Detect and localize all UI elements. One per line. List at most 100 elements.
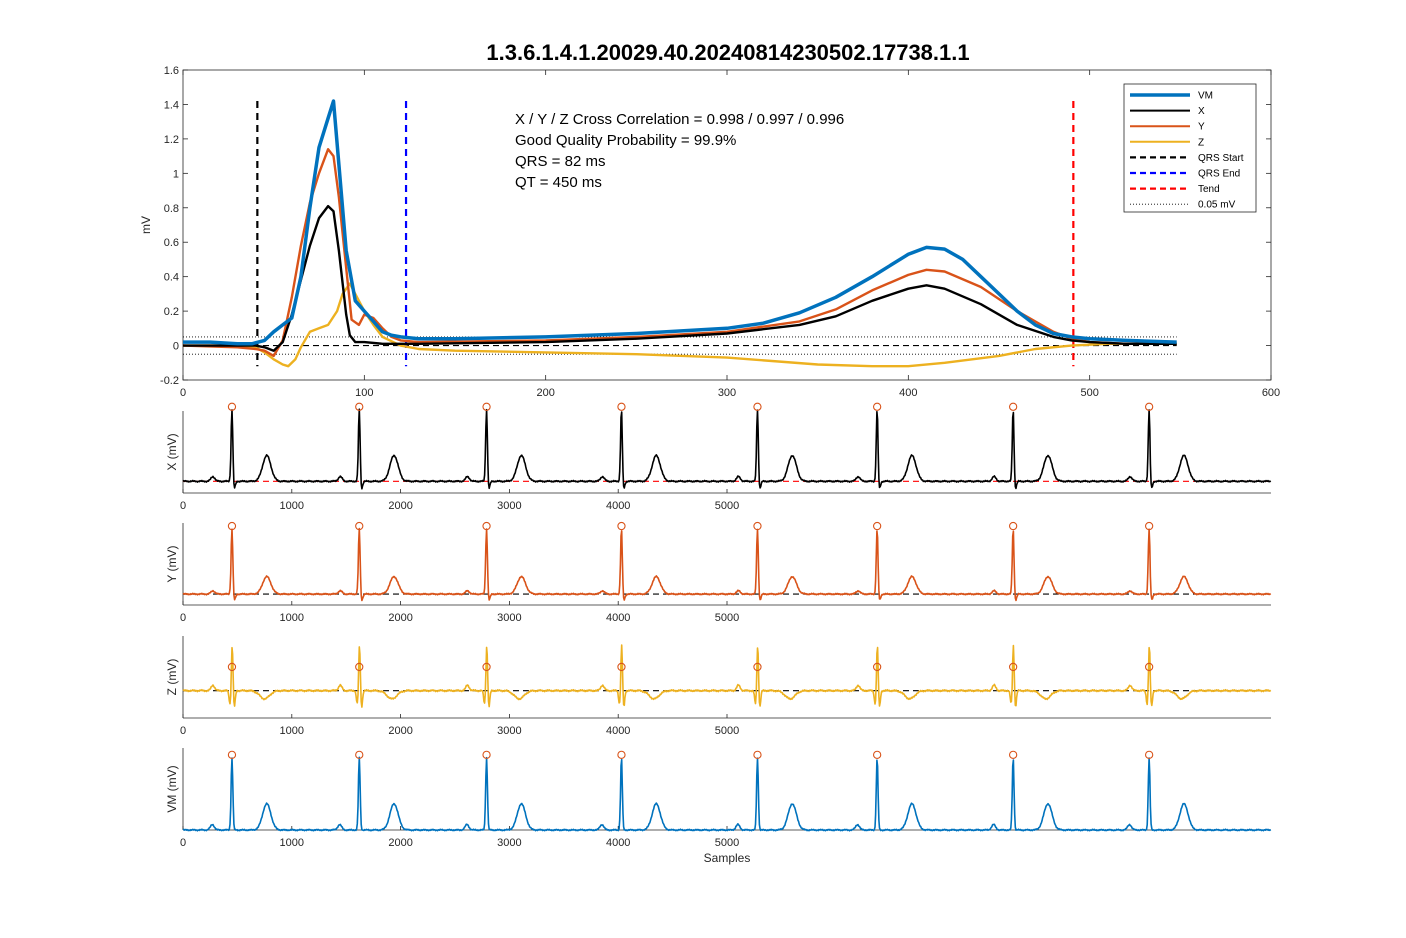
main-plot: 0 100 200 300 400 500 600-0.200.20.40.60.811.2…: [139, 65, 1280, 399]
legend-label: Z: [1198, 137, 1204, 148]
annotation-qt: QT = 450 ms: [515, 174, 602, 191]
strip-x-tick-label: 1000: [280, 612, 304, 624]
strip-peak-marker: [1008, 521, 1018, 531]
strip-x-tick-label: 4000: [606, 500, 630, 512]
strip-peak-marker: [482, 662, 491, 672]
strip-plot-x: 0 1000 2000 3000 4000 5000 X (mV): [165, 402, 1272, 512]
strip-peak-marker: [227, 402, 237, 411]
strip-x-tick-label: 2000: [388, 612, 412, 624]
strip-x-tick-label: 2000: [388, 725, 412, 737]
strip-peak-marker: [872, 662, 882, 672]
strip-x-tick-label: 0: [180, 500, 186, 512]
strip-x-tick-label: 0: [180, 725, 186, 737]
strip-x-tick-label: 1000: [280, 837, 304, 849]
x-tick-label: 500: [1080, 387, 1098, 399]
x-tick-label: 200: [536, 387, 554, 399]
strip-waveform-z: [182, 644, 1272, 708]
strip-peak-marker: [482, 521, 491, 531]
strip-peak-marker: [1144, 521, 1154, 531]
strip-peak-marker: [753, 662, 762, 672]
y-tick-label: -0.2: [160, 375, 179, 387]
x-tick-label: 300: [718, 387, 736, 399]
strip-peak-marker: [227, 750, 237, 759]
strip-peak-marker: [355, 402, 364, 411]
x-tick-label: 100: [355, 387, 373, 399]
strip-x-axis-label: Samples: [704, 851, 751, 865]
strip-peak-marker: [355, 662, 364, 672]
strip-peak-marker: [355, 750, 364, 759]
strip-peak-marker: [1144, 402, 1154, 411]
strip-x-tick-label: 3000: [497, 612, 521, 624]
strip-x-tick-label: 0: [180, 612, 186, 624]
strip-x-tick-label: 5000: [715, 612, 739, 624]
y-tick-label: 0: [173, 341, 179, 353]
strip-x-tick-label: 3000: [497, 725, 521, 737]
y-tick-label: 1.2: [164, 134, 179, 146]
strip-x-tick-label: 5000: [715, 500, 739, 512]
strip-x-tick-label: 5000: [715, 725, 739, 737]
legend-label: VM: [1198, 91, 1213, 102]
y-tick-label: 1: [173, 168, 179, 180]
strip-x-tick-label: 1000: [280, 500, 304, 512]
strip-peak-marker: [482, 750, 491, 759]
strip-peak-marker: [753, 402, 762, 411]
strip-waveform-vm: [182, 756, 1272, 832]
legend-label: Tend: [1198, 184, 1220, 195]
strip-peak-marker: [1008, 402, 1018, 411]
series-line-z: [183, 282, 1177, 368]
legend-box: [1123, 83, 1257, 213]
strip-x-tick-label: 4000: [606, 612, 630, 624]
chart-title: 1.3.6.1.4.1.20029.40.20240814230502.1773…: [486, 40, 969, 65]
strip-peak-marker: [753, 750, 762, 759]
annotation-box: X / Y / Z Cross Correlation = 0.998 / 0.…: [515, 111, 844, 191]
strip-waveform-y: [182, 527, 1272, 602]
strip-x-tick-label: 2000: [388, 837, 412, 849]
strip-peak-marker: [617, 402, 626, 411]
strip-x-tick-label: 2000: [388, 500, 412, 512]
x-tick-label: 600: [1262, 387, 1280, 399]
y-tick-label: 0.6: [164, 237, 179, 249]
legend-label: Y: [1198, 122, 1205, 133]
strip-x-tick-label: 1000: [280, 725, 304, 737]
strip-peak-marker: [872, 402, 882, 411]
strip-peak-marker: [617, 750, 626, 759]
strip-peak-marker: [1008, 662, 1018, 672]
strip-x-tick-label: 5000: [715, 837, 739, 849]
strip-peak-marker: [1008, 750, 1018, 759]
strip-x-tick-label: 4000: [606, 725, 630, 737]
strip-y-axis-label: VM (mV): [165, 765, 179, 812]
strip-peak-marker: [617, 521, 626, 531]
strip-y-axis-label: X (mV): [165, 433, 179, 470]
legend: VM XYZ QRS Start QRS End Tend 0.05 mV: [1123, 83, 1257, 213]
legend-label: QRS End: [1198, 169, 1240, 180]
strip-peak-marker: [872, 521, 882, 531]
strip-x-tick-label: 4000: [606, 837, 630, 849]
y-tick-label: 0.8: [164, 203, 179, 215]
strip-y-axis-label: Z (mV): [165, 659, 179, 696]
y-tick-label: 1.6: [164, 65, 179, 77]
x-tick-label: 400: [899, 387, 917, 399]
strip-x-tick-label: 3000: [497, 500, 521, 512]
y-axis-label: mV: [139, 216, 153, 234]
strip-peak-marker: [227, 662, 237, 672]
strip-peak-marker: [617, 662, 626, 672]
x-tick-label: 0: [180, 387, 186, 399]
series-line-vm: [183, 99, 1177, 346]
legend-label: 0.05 mV: [1198, 200, 1236, 211]
strip-waveform-x: [182, 408, 1272, 490]
strip-peak-marker: [227, 521, 237, 531]
strip-x-tick-label: 0: [180, 837, 186, 849]
y-tick-label: 0.4: [164, 272, 179, 284]
y-tick-label: 0.2: [164, 306, 179, 318]
strip-peak-marker: [1144, 750, 1154, 759]
strip-plot-z: 0 1000 2000 3000 4000 5000 Z (mV): [165, 636, 1272, 737]
strip-y-axis-label: Y (mV): [165, 545, 179, 582]
strip-plot-y: 0 1000 2000 3000 4000 5000 Y (mV): [165, 521, 1272, 624]
annotation-qrs: QRS = 82 ms: [515, 153, 605, 170]
legend-label: X: [1198, 106, 1205, 117]
strip-peak-marker: [482, 402, 491, 411]
y-tick-label: 1.4: [164, 99, 179, 111]
strip-peak-marker: [355, 521, 364, 531]
strip-x-tick-label: 3000: [497, 837, 521, 849]
